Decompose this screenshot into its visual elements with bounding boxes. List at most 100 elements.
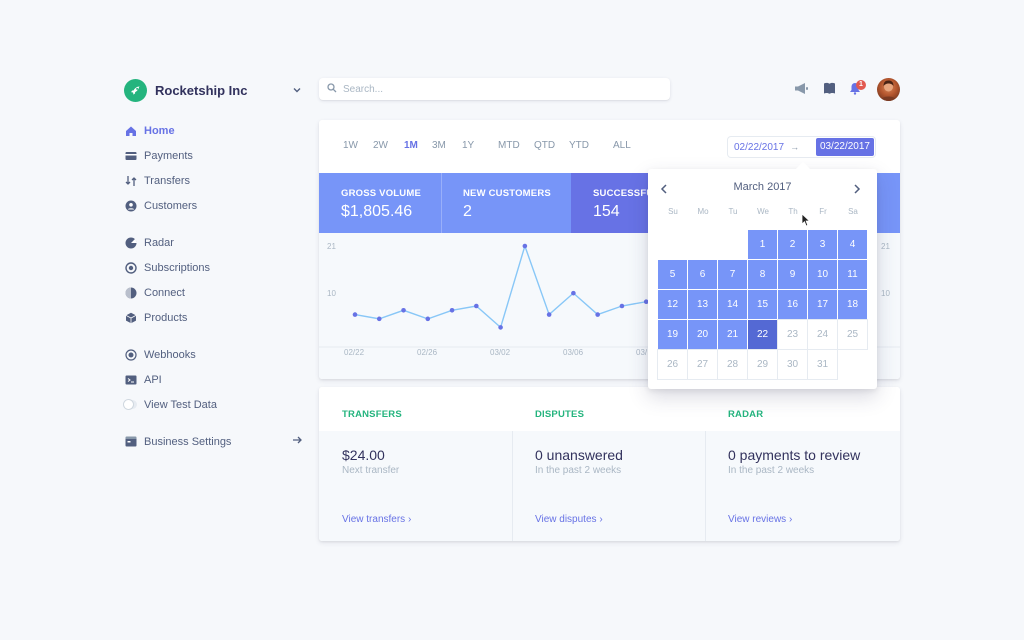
sidebar-item-products[interactable]: Products — [124, 305, 309, 330]
search-bar[interactable] — [319, 78, 670, 100]
calendar-day[interactable]: 27 — [688, 350, 717, 379]
range-mtd[interactable]: MTD — [498, 140, 520, 151]
sidebar-item-label: Customers — [144, 199, 198, 212]
data-point[interactable] — [595, 312, 600, 317]
view-reviews-link[interactable]: View reviews › — [728, 514, 792, 525]
avatar[interactable] — [877, 78, 900, 101]
calendar-day[interactable]: 30 — [778, 350, 807, 379]
calendar-day[interactable]: 9 — [778, 260, 807, 289]
sidebar-item-home[interactable]: Home — [124, 118, 309, 143]
calendar-day[interactable]: 16 — [778, 290, 807, 319]
account-switcher[interactable]: Rocketship Inc — [124, 78, 304, 102]
calendar-day[interactable]: 24 — [808, 320, 837, 349]
calendar-day[interactable]: 12 — [658, 290, 687, 319]
summary-value: $24.00 — [342, 447, 385, 463]
calendar-day[interactable]: 26 — [658, 350, 687, 379]
calendar-day[interactable]: 19 — [658, 320, 687, 349]
range-2w[interactable]: 2W — [373, 140, 388, 151]
sidebar-item-transfers[interactable]: Transfers — [124, 168, 309, 193]
data-point[interactable] — [425, 316, 431, 322]
sidebar-item-payments[interactable]: Payments — [124, 143, 309, 168]
book-icon[interactable] — [823, 82, 836, 100]
date-to-input[interactable]: 03/22/2017 — [815, 138, 874, 156]
metric-new-customers[interactable]: NEW CUSTOMERS 2 — [441, 173, 571, 233]
calendar-day[interactable]: 28 — [718, 350, 747, 379]
summary-subtext: In the past 2 weeks — [728, 465, 815, 476]
sidebar-item-label: Subscriptions — [144, 261, 211, 274]
rocket-logo-icon — [124, 78, 147, 102]
calendar-day[interactable]: 15 — [748, 290, 777, 319]
summary-radar: RADAR 0 payments to review In the past 2… — [705, 387, 898, 541]
calendar-day[interactable]: 3 — [808, 230, 837, 259]
range-all[interactable]: ALL — [613, 140, 631, 151]
calendar-day[interactable]: 8 — [748, 260, 777, 289]
sidebar-item-radar[interactable]: Radar — [124, 230, 309, 255]
sidebar-item-webhooks[interactable]: Webhooks — [124, 342, 309, 367]
sidebar-item-customers[interactable]: Customers — [124, 193, 309, 218]
search-input[interactable] — [343, 83, 643, 95]
range-1y[interactable]: 1Y — [462, 140, 475, 151]
chevron-right-icon: › — [788, 514, 793, 525]
calendar-day[interactable]: 14 — [718, 290, 747, 319]
calendar-day[interactable]: 13 — [688, 290, 717, 319]
data-point[interactable] — [546, 312, 552, 317]
calendar-day[interactable]: 20 — [688, 320, 717, 349]
metric-label: SUCCESSFUL — [593, 188, 660, 199]
calendar-day[interactable]: 17 — [808, 290, 837, 319]
calendar-day[interactable]: 25 — [838, 320, 867, 349]
summary-subtext: In the past 2 weeks — [535, 465, 622, 476]
calendar-day[interactable]: 4 — [838, 230, 867, 259]
data-point[interactable] — [619, 303, 625, 309]
arrow-right-icon[interactable] — [292, 435, 303, 448]
megaphone-icon[interactable] — [794, 82, 809, 100]
view-transfers-link[interactable]: View transfers › — [342, 514, 411, 525]
date-from-input[interactable]: 02/22/2017 — [734, 141, 785, 153]
sidebar-item-subscriptions[interactable]: Subscriptions — [124, 255, 309, 280]
data-point[interactable] — [643, 299, 649, 305]
chevron-down-icon[interactable] — [292, 82, 302, 100]
data-point[interactable] — [571, 290, 576, 296]
view-disputes-link[interactable]: View disputes › — [535, 514, 603, 525]
data-point[interactable] — [498, 325, 503, 330]
metric-value: $1,805.46 — [341, 203, 413, 220]
range-1m[interactable]: 1M — [404, 140, 418, 151]
calendar-day[interactable]: 29 — [748, 350, 777, 379]
range-ytd[interactable]: YTD — [569, 140, 589, 151]
payments-icon — [124, 149, 137, 162]
y-tick-label: 21 — [327, 242, 336, 251]
weekday-label: Su — [668, 207, 678, 216]
sidebar-item-api[interactable]: API — [124, 367, 309, 392]
data-point[interactable] — [376, 316, 382, 322]
api-icon — [124, 373, 137, 386]
calendar-day[interactable]: 5 — [658, 260, 687, 289]
data-point[interactable] — [474, 303, 479, 309]
calendar-day[interactable]: 11 — [838, 260, 867, 289]
metric-gross-volume[interactable]: GROSS VOLUME $1,805.46 — [319, 173, 441, 233]
calendar-day[interactable]: 1 — [748, 230, 777, 259]
chevron-right-icon[interactable] — [853, 181, 861, 199]
chevron-left-icon[interactable] — [660, 181, 668, 199]
sidebar-item-business-settings[interactable]: Business Settings — [124, 429, 309, 454]
toggle-switch[interactable] — [124, 398, 137, 411]
calendar-day[interactable]: 6 — [688, 260, 717, 289]
view-test-data-toggle[interactable]: View Test Data — [124, 392, 309, 417]
subscriptions-icon — [124, 261, 137, 274]
calendar-day[interactable]: 21 — [718, 320, 747, 349]
range-3m[interactable]: 3M — [432, 140, 446, 151]
sidebar-item-connect[interactable]: Connect — [124, 280, 309, 305]
data-point[interactable] — [352, 312, 358, 317]
data-point[interactable] — [401, 307, 406, 313]
calendar-day[interactable]: 7 — [718, 260, 747, 289]
calendar-day[interactable]: 10 — [808, 260, 837, 289]
calendar-day[interactable]: 23 — [778, 320, 807, 349]
range-1w[interactable]: 1W — [343, 140, 358, 151]
calendar-day[interactable]: 31 — [808, 350, 837, 379]
calendar-day[interactable]: 22 — [748, 320, 777, 349]
calendar-day[interactable]: 2 — [778, 230, 807, 259]
data-point[interactable] — [449, 307, 455, 313]
calendar-day[interactable]: 18 — [838, 290, 867, 319]
data-point[interactable] — [522, 243, 528, 249]
range-qtd[interactable]: QTD — [534, 140, 556, 151]
summary-title: DISPUTES — [535, 409, 585, 420]
x-tick-label: 02/26 — [417, 348, 438, 357]
